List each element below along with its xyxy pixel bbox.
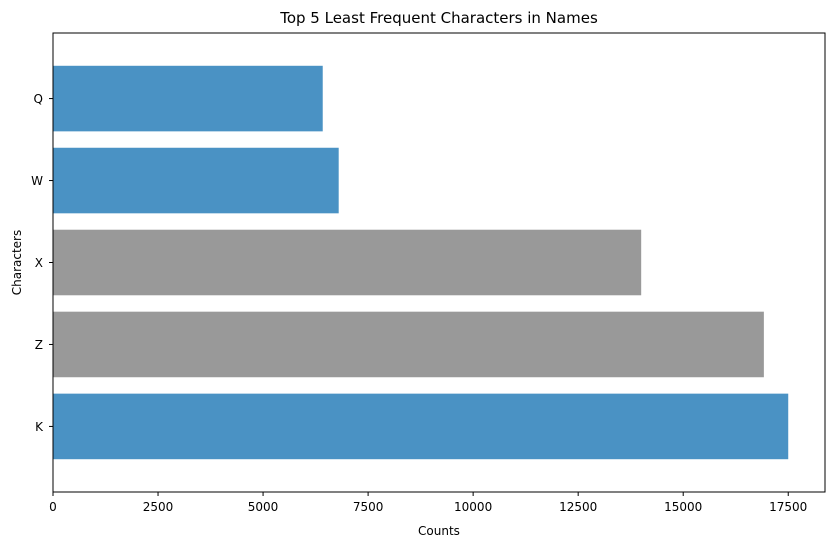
y-tick-label: W <box>31 174 43 188</box>
x-tick-label: 17500 <box>769 500 807 514</box>
x-tick-label: 2500 <box>143 500 174 514</box>
bar-w <box>53 147 339 214</box>
x-tick-label: 7500 <box>353 500 384 514</box>
bar-z <box>53 311 764 378</box>
bars-group <box>53 65 789 460</box>
x-tick-label: 12500 <box>559 500 597 514</box>
y-tick-label: K <box>35 420 44 434</box>
x-tick-label: 15000 <box>664 500 702 514</box>
bar-q <box>53 65 323 132</box>
bar-x <box>53 229 642 296</box>
y-tick-label: X <box>35 256 43 270</box>
y-axis-label: Characters <box>10 230 24 296</box>
chart-title: Top 5 Least Frequent Characters in Names <box>279 9 598 27</box>
bar-k <box>53 393 789 460</box>
x-axis-label: Counts <box>418 524 460 538</box>
x-axis-ticks: 0 2500 5000 7500 10000 12500 15000 17500 <box>49 492 807 514</box>
y-tick-label: Z <box>35 338 43 352</box>
x-tick-label: 0 <box>49 500 57 514</box>
y-tick-label: Q <box>34 92 43 106</box>
x-tick-label: 5000 <box>248 500 279 514</box>
x-tick-label: 10000 <box>454 500 492 514</box>
y-axis-ticks: K Z X W Q <box>31 92 53 434</box>
